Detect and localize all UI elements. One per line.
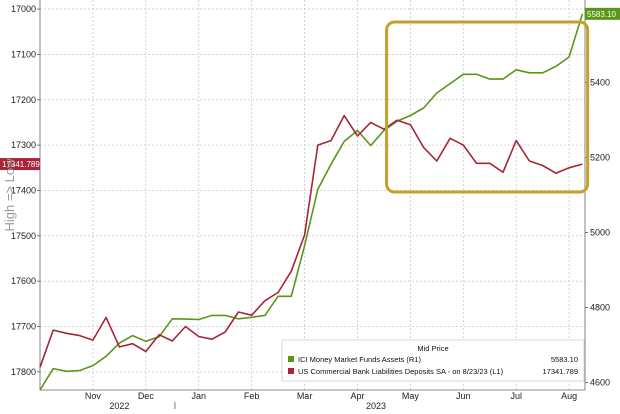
last-value-tag-ici-text: 5583.10 <box>587 10 616 19</box>
legend: Mid Price ICI Money Market Funds Assets … <box>281 339 585 382</box>
tick-label-left: 17000 <box>11 4 36 14</box>
series-line-ici-money-market <box>39 13 584 391</box>
series-line-bank-deposits <box>39 114 583 368</box>
tick-label-month: Feb <box>244 391 260 401</box>
plot-area <box>40 0 585 390</box>
legend-value-deposits: 17341.789 <box>543 367 578 376</box>
tick-label-month: Apr <box>350 391 364 401</box>
tick-label-month: Nov <box>85 391 102 401</box>
tick-label-left: 17700 <box>11 322 36 332</box>
legend-title: Mid Price <box>417 344 448 353</box>
tick-label-left: 17200 <box>11 95 36 105</box>
tick-label-left: 17100 <box>11 49 36 59</box>
tick-label-left: 17400 <box>11 185 36 195</box>
tick-label-left: 17800 <box>11 367 36 377</box>
axes: 17000 17100 17200 17300 17400 17500 17600 17700… <box>11 0 610 411</box>
legend-box <box>281 339 585 382</box>
tick-label-year: 2022 <box>109 401 129 409</box>
tick-label-month: Jun <box>456 391 471 401</box>
tick-label-month: Aug <box>561 391 577 401</box>
tick-label-month: Jul <box>510 391 522 401</box>
tick-label-year: 2023 <box>366 401 386 409</box>
legend-value-ici: 5583.10 <box>551 355 578 364</box>
grid <box>40 0 585 390</box>
legend-label-ici: ICI Money Market Funds Assets (R1) <box>298 355 421 364</box>
tick-label-right: 4600 <box>590 378 610 388</box>
tick-label-month: Dec <box>138 391 155 401</box>
side-axis-label: High => Low <box>2 158 17 232</box>
highlight-box <box>385 20 590 194</box>
tick-label-month: Jan <box>191 391 206 401</box>
tick-label-month: May <box>402 391 420 401</box>
tick-label-left: 17300 <box>11 140 36 150</box>
legend-swatch-deposits <box>288 368 294 374</box>
legend-swatch-ici <box>288 356 294 362</box>
last-value-tag-deposits <box>0 158 40 171</box>
tick-label-right: 4800 <box>590 303 610 313</box>
tick-label-month: Mar <box>297 391 313 401</box>
tick-label-right: 5400 <box>590 78 610 88</box>
tick-label-left: 17500 <box>11 231 36 241</box>
last-value-tag-deposits-text: 17341.789 <box>2 160 40 169</box>
tick-label-right: 5000 <box>590 228 610 238</box>
tick-label-left: 17600 <box>11 276 36 286</box>
highlight-layer <box>385 20 590 194</box>
legend-label-deposits: US Commercial Bank Liabilities Deposits … <box>298 367 504 376</box>
last-value-tag-ici <box>585 7 620 20</box>
tick-label-right: 5200 <box>590 153 610 163</box>
value-tags: 5583.10 17341.789 <box>0 7 620 171</box>
series-layer <box>39 13 584 391</box>
